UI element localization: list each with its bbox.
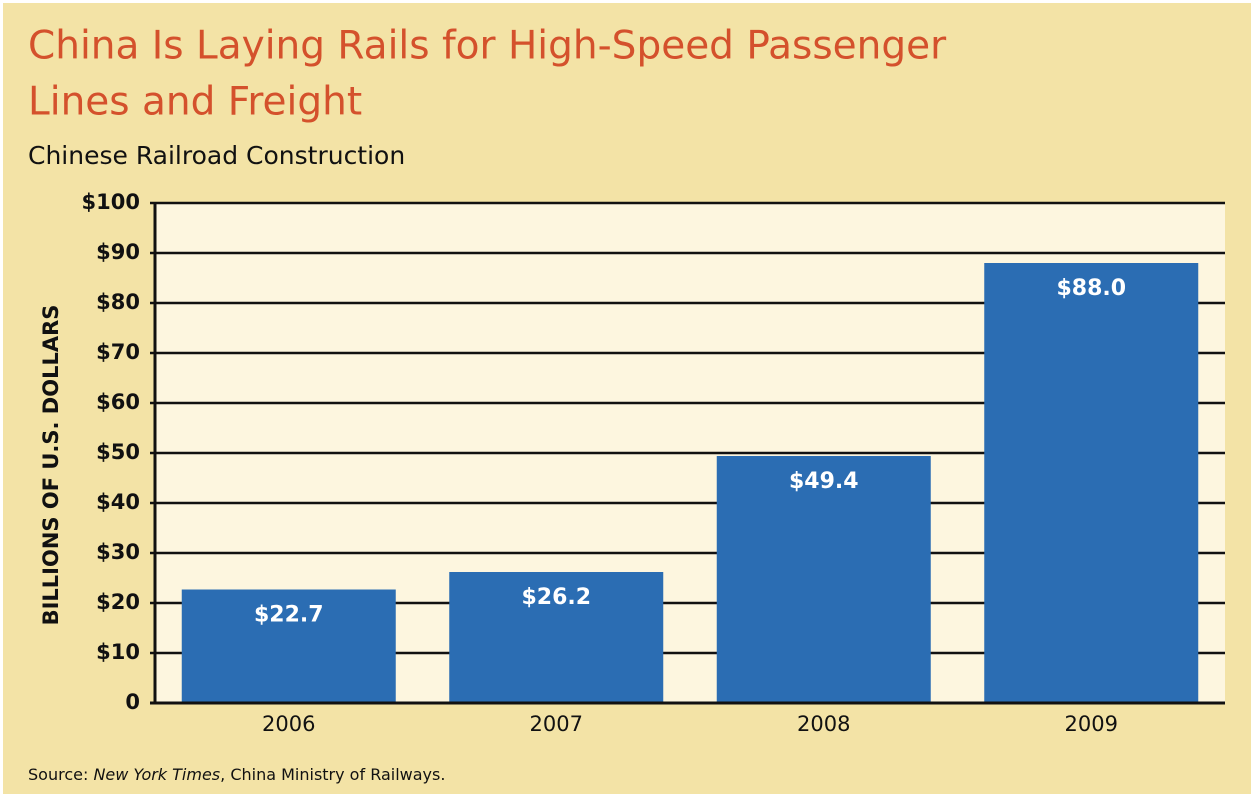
chart-subtitle: Chinese Railroad Construction — [28, 141, 405, 170]
x-tick-label: 2009 — [1065, 712, 1118, 736]
source-italic: New York Times — [93, 765, 220, 784]
y-tick-label: $20 — [96, 590, 140, 614]
y-tick-label: $100 — [82, 190, 140, 214]
bar — [984, 263, 1199, 703]
bar — [716, 456, 931, 703]
y-tick-label: 0 — [125, 690, 140, 714]
source: Source: New York Times, China Ministry o… — [28, 765, 445, 784]
y-tick-label: $30 — [96, 540, 140, 564]
chart-title: Lines and Freight — [28, 80, 362, 125]
value-label: $22.7 — [254, 603, 324, 628]
x-tick-label: 2007 — [530, 712, 583, 736]
source-suffix: , China Ministry of Railways. — [220, 765, 445, 784]
y-tick-label: $70 — [96, 340, 140, 364]
y-tick-label: $80 — [96, 290, 140, 314]
value-label: $88.0 — [1056, 276, 1126, 301]
bar — [449, 572, 664, 703]
x-tick-label: 2006 — [262, 712, 315, 736]
y-tick-label: $10 — [96, 640, 140, 664]
bar — [181, 589, 396, 703]
y-axis-label: BILLIONS OF U.S. DOLLARS — [39, 305, 63, 626]
y-tick-label: $90 — [96, 240, 140, 264]
x-tick-label: 2008 — [797, 712, 850, 736]
y-tick-label: $50 — [96, 440, 140, 464]
value-label: $49.4 — [789, 469, 859, 494]
source-prefix: Source: — [28, 765, 93, 784]
y-tick-label: $40 — [96, 490, 140, 514]
y-tick-label: $60 — [96, 390, 140, 414]
chart-title: China Is Laying Rails for High-Speed Pas… — [28, 24, 947, 69]
value-label: $26.2 — [521, 585, 591, 610]
